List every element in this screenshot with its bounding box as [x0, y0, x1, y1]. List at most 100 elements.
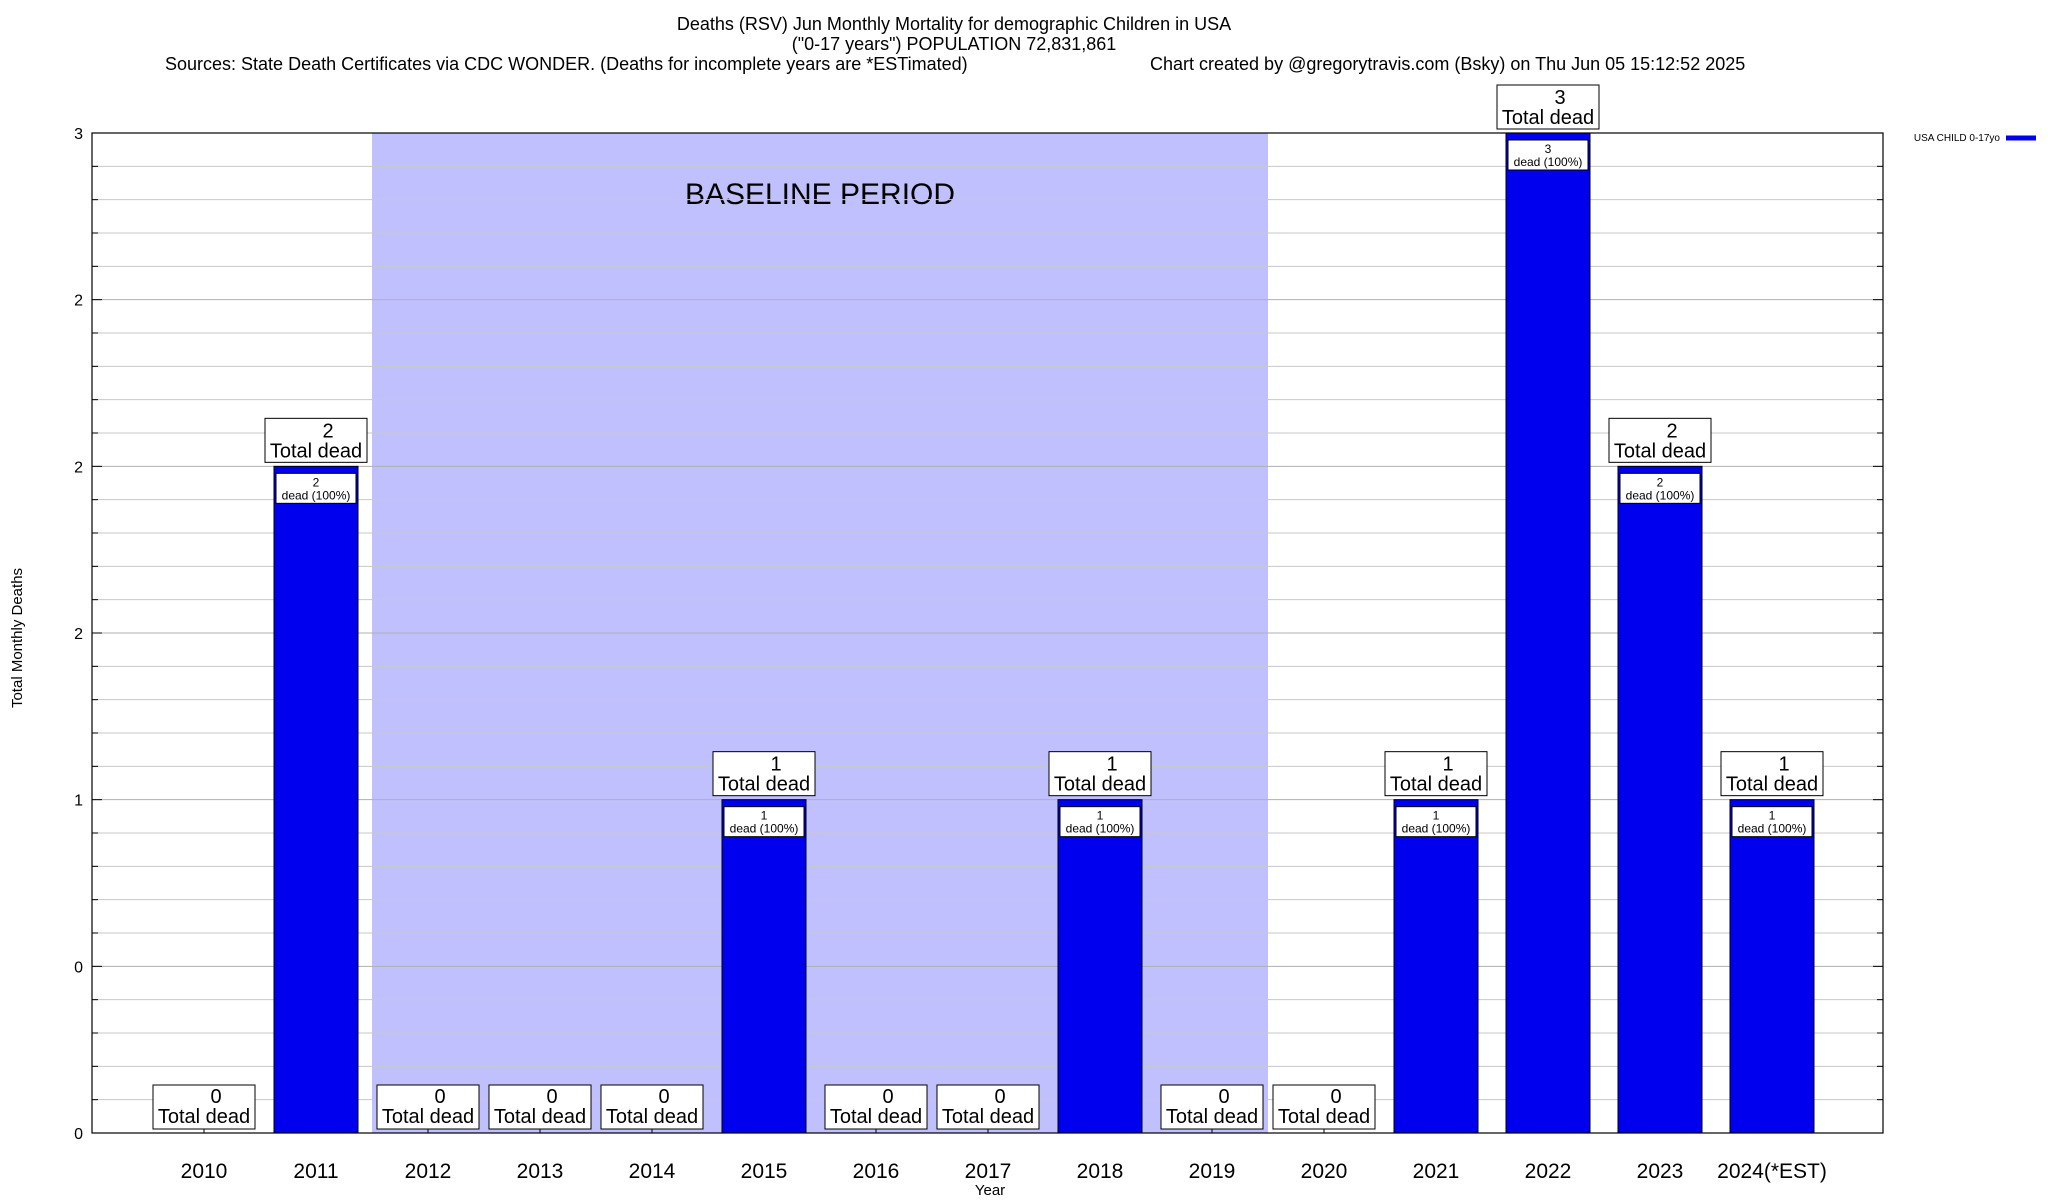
x-tick-label: 2015	[741, 1160, 788, 1183]
x-tick-label: 2010	[181, 1160, 228, 1183]
x-tick-label: 2024(*EST)	[1717, 1160, 1827, 1183]
total-value: 0	[882, 1086, 893, 1108]
x-tick-label: 2013	[517, 1160, 564, 1183]
total-label-box	[152, 1084, 256, 1130]
total-label-box	[1048, 751, 1152, 797]
total-value: 2	[1666, 420, 1677, 442]
bar-inner-label: dead (100%)	[1738, 822, 1807, 836]
x-tick-label: 2011	[293, 1160, 338, 1183]
total-label-box	[1720, 751, 1824, 797]
total-value: 1	[1778, 754, 1789, 776]
total-label: Total dead	[158, 1106, 250, 1128]
total-label: Total dead	[606, 1106, 698, 1128]
x-axis-label: Year	[975, 1182, 1005, 1199]
bar	[1617, 465, 1703, 1134]
x-tick-label: 2018	[1077, 1160, 1124, 1183]
bar-inner-value: 1	[761, 809, 768, 823]
x-tick-label: 2019	[1189, 1160, 1236, 1183]
x-tick-label: 2014	[629, 1160, 676, 1183]
bar-inner-label: dead (100%)	[1514, 155, 1583, 169]
chart-title: Deaths (RSV) Jun Monthly Mortality for d…	[676, 14, 1232, 34]
total-value: 0	[210, 1086, 221, 1108]
bar-inner-label-box	[275, 472, 357, 504]
y-tick-label: 3	[74, 126, 83, 143]
total-label: Total dead	[1166, 1106, 1258, 1128]
total-label: Total dead	[270, 440, 362, 462]
chart-sources: Sources: State Death Certificates via CD…	[165, 54, 968, 74]
chart-population-line: ("0-17 years") POPULATION 72,831,861	[791, 34, 1117, 54]
y-tick-label: 0	[74, 1126, 83, 1143]
plot-border	[91, 132, 1884, 1134]
legend-label: USA CHILD 0-17yo	[1914, 133, 2001, 144]
bar-inner-label-box	[1059, 806, 1141, 838]
total-value: 1	[770, 754, 781, 776]
total-value: 1	[1106, 754, 1117, 776]
bar	[1505, 132, 1591, 1134]
y-tick-label: 2	[74, 626, 83, 643]
total-label: Total dead	[1614, 440, 1706, 462]
total-label: Total dead	[1390, 774, 1482, 796]
bar	[1393, 799, 1479, 1134]
total-label-box	[1160, 1084, 1264, 1130]
bar-inner-label-box	[1731, 806, 1813, 838]
total-label: Total dead	[718, 774, 810, 796]
total-value: 0	[1218, 1086, 1229, 1108]
total-label: Total dead	[1502, 107, 1594, 129]
x-tick-label: 2016	[853, 1160, 900, 1183]
total-label-box	[600, 1084, 704, 1130]
bar-inner-label-box	[1507, 139, 1589, 171]
total-value: 0	[994, 1086, 1005, 1108]
bar-inner-value: 1	[1769, 809, 1776, 823]
x-tick-label: 2022	[1525, 1160, 1572, 1183]
x-tick-label: 2021	[1413, 1160, 1460, 1183]
x-tick-label: 2020	[1301, 1160, 1348, 1183]
bar-inner-value: 1	[1433, 809, 1440, 823]
total-value: 3	[1554, 87, 1565, 109]
bar	[273, 465, 359, 1134]
y-tick-label: 0	[74, 959, 83, 976]
total-label-box	[824, 1084, 928, 1130]
bar-inner-label: dead (100%)	[282, 488, 351, 502]
chart-credit: Chart created by @gregorytravis.com (Bsk…	[1150, 54, 1746, 74]
total-value: 0	[658, 1086, 669, 1108]
bar-inner-value: 3	[1545, 142, 1552, 156]
total-label-box	[1496, 84, 1600, 130]
bar-inner-label-box	[723, 806, 805, 838]
bar	[721, 799, 807, 1134]
total-label-box	[712, 751, 816, 797]
bar-inner-value: 2	[313, 475, 320, 489]
total-value: 1	[1442, 754, 1453, 776]
total-label: Total dead	[1054, 774, 1146, 796]
total-value: 0	[1330, 1086, 1341, 1108]
total-label-box	[1384, 751, 1488, 797]
total-label-box	[488, 1084, 592, 1130]
total-label: Total dead	[494, 1106, 586, 1128]
bar-inner-label: dead (100%)	[1626, 488, 1695, 502]
total-value: 0	[546, 1086, 557, 1108]
total-label-box	[1608, 417, 1712, 463]
bar-inner-label-box	[1395, 806, 1477, 838]
y-tick-label: 1	[74, 793, 83, 810]
baseline-label: BASELINE PERIOD	[685, 178, 955, 211]
y-axis-label: Total Monthly Deaths	[9, 568, 26, 708]
bar-inner-label-box	[1619, 472, 1701, 504]
total-label-box	[264, 417, 368, 463]
bar-inner-value: 1	[1097, 809, 1104, 823]
total-label-box	[1272, 1084, 1376, 1130]
bar	[1729, 799, 1815, 1134]
total-label-box	[936, 1084, 1040, 1130]
total-value: 0	[434, 1086, 445, 1108]
total-label: Total dead	[942, 1106, 1034, 1128]
total-label: Total dead	[1278, 1106, 1370, 1128]
total-value: 2	[322, 420, 333, 442]
total-label: Total dead	[830, 1106, 922, 1128]
x-tick-label: 2017	[965, 1160, 1012, 1183]
y-tick-label: 2	[74, 459, 83, 476]
x-tick-label: 2023	[1637, 1160, 1684, 1183]
total-label-box	[376, 1084, 480, 1130]
bar-inner-value: 2	[1657, 475, 1664, 489]
total-label: Total dead	[1726, 774, 1818, 796]
bar-inner-label: dead (100%)	[730, 822, 799, 836]
bar-inner-label: dead (100%)	[1402, 822, 1471, 836]
